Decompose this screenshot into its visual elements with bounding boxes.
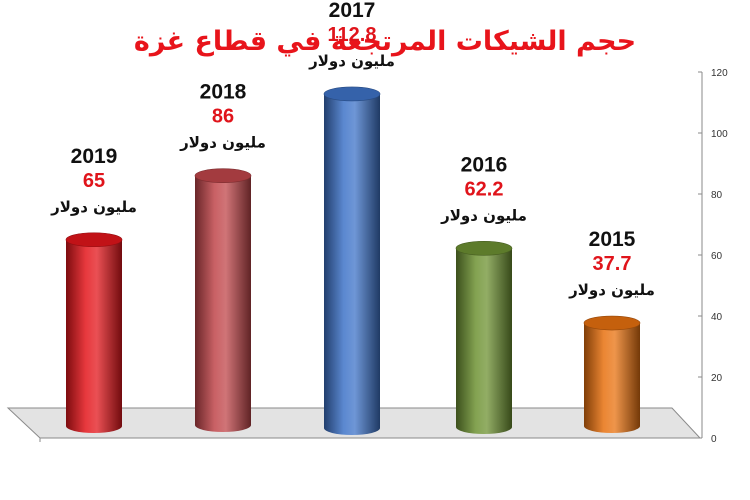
label-value: 37.7: [593, 253, 632, 275]
label-year: 2017: [329, 0, 376, 22]
chart-title: حجم الشيكات المرتجعة في قطاع غزة: [134, 26, 636, 57]
bar-2019: [66, 239, 122, 433]
y-tick-label: 100: [711, 129, 728, 140]
label-value: 112.8: [328, 24, 377, 46]
y-tick-label: 120: [711, 68, 728, 79]
label-value: 62.2: [465, 178, 504, 200]
label-unit: مليون دولار: [179, 134, 266, 152]
label-year: 2015: [589, 228, 636, 251]
bar-top-2019: [65, 232, 123, 248]
label-unit: مليون دولار: [440, 206, 527, 224]
bar-2015: [584, 323, 640, 433]
bar-top-2016: [455, 240, 513, 256]
y-tick-label: 60: [711, 251, 723, 262]
label-year: 2019: [71, 145, 118, 168]
label-value: 65: [83, 170, 105, 192]
y-axis: 0 20 40 60 80 100 120: [698, 68, 728, 445]
label-year: 2018: [200, 81, 247, 104]
bar-2018: [195, 175, 251, 432]
bar-2016: [456, 248, 512, 434]
bar-2017: [324, 93, 380, 436]
bar-top-2017: [323, 86, 381, 102]
y-tick-label: 80: [711, 190, 723, 201]
bar-top-2015: [583, 315, 641, 331]
label-unit: مليون دولار: [308, 52, 395, 70]
bars: [65, 86, 641, 436]
label-value: 86: [212, 106, 234, 128]
y-tick-label: 0: [711, 434, 717, 445]
y-tick-label: 20: [711, 373, 723, 384]
label-unit: مليون دولار: [568, 281, 655, 299]
y-tick-label: 40: [711, 312, 723, 323]
label-unit: مليون دولار: [50, 198, 137, 216]
bar-top-2018: [194, 168, 252, 183]
label-year: 2016: [461, 153, 508, 176]
